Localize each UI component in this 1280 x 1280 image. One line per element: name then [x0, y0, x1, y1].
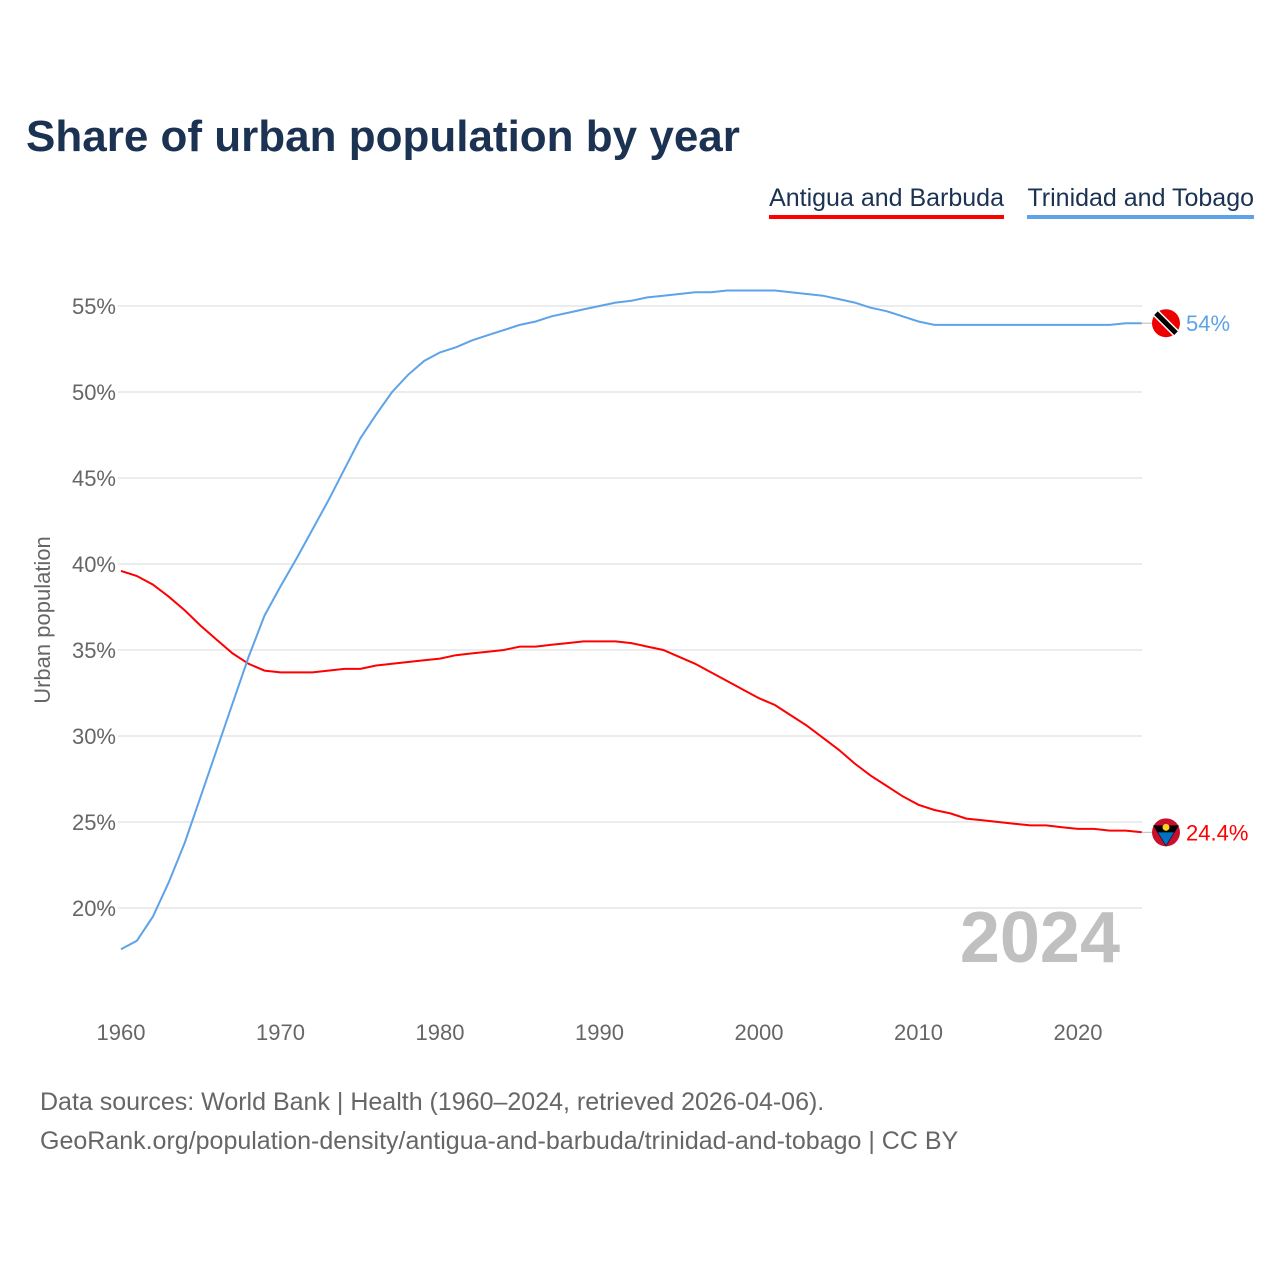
- x-tick-label: 1980: [416, 1020, 465, 1045]
- y-tick-label: 25%: [72, 810, 116, 835]
- chart-title: Share of urban population by year: [26, 112, 740, 161]
- series-line-0: [120, 569, 1142, 834]
- end-value-label: 24.4%: [1186, 820, 1248, 845]
- series-line-1: [120, 289, 1142, 951]
- x-tick-label: 2010: [894, 1020, 943, 1045]
- y-tick-label: 40%: [72, 552, 116, 577]
- flag-sun: [1162, 823, 1170, 831]
- x-tick-label: 2000: [735, 1020, 784, 1045]
- flag-triangle: [1158, 832, 1174, 846]
- x-tick-label: 1960: [97, 1020, 146, 1045]
- x-tick-label: 1990: [575, 1020, 624, 1045]
- flag-stripe: [1154, 311, 1178, 335]
- source-text: Data sources: World Bank | Health (1960–…: [40, 1088, 825, 1116]
- y-tick-label: 30%: [72, 724, 116, 749]
- legend-antigua-and-barbuda[interactable]: Antigua and Barbuda: [769, 184, 1004, 219]
- x-tick-label: 2020: [1054, 1020, 1103, 1045]
- source-url[interactable]: GeoRank.org/population-density/antigua-a…: [40, 1127, 959, 1155]
- y-tick-label: 45%: [72, 466, 116, 491]
- y-tick-label: 55%: [72, 294, 116, 319]
- x-tick-label: 1970: [256, 1020, 305, 1045]
- legend-trinidad-and-tobago[interactable]: Trinidad and Tobago: [1027, 184, 1254, 219]
- y-tick-label: 20%: [72, 896, 116, 921]
- year-watermark: 2024: [960, 898, 1120, 978]
- end-value-label: 54%: [1186, 311, 1230, 336]
- y-tick-label: 35%: [72, 638, 116, 663]
- y-axis-label: Urban population: [30, 536, 55, 704]
- y-tick-label: 50%: [72, 380, 116, 405]
